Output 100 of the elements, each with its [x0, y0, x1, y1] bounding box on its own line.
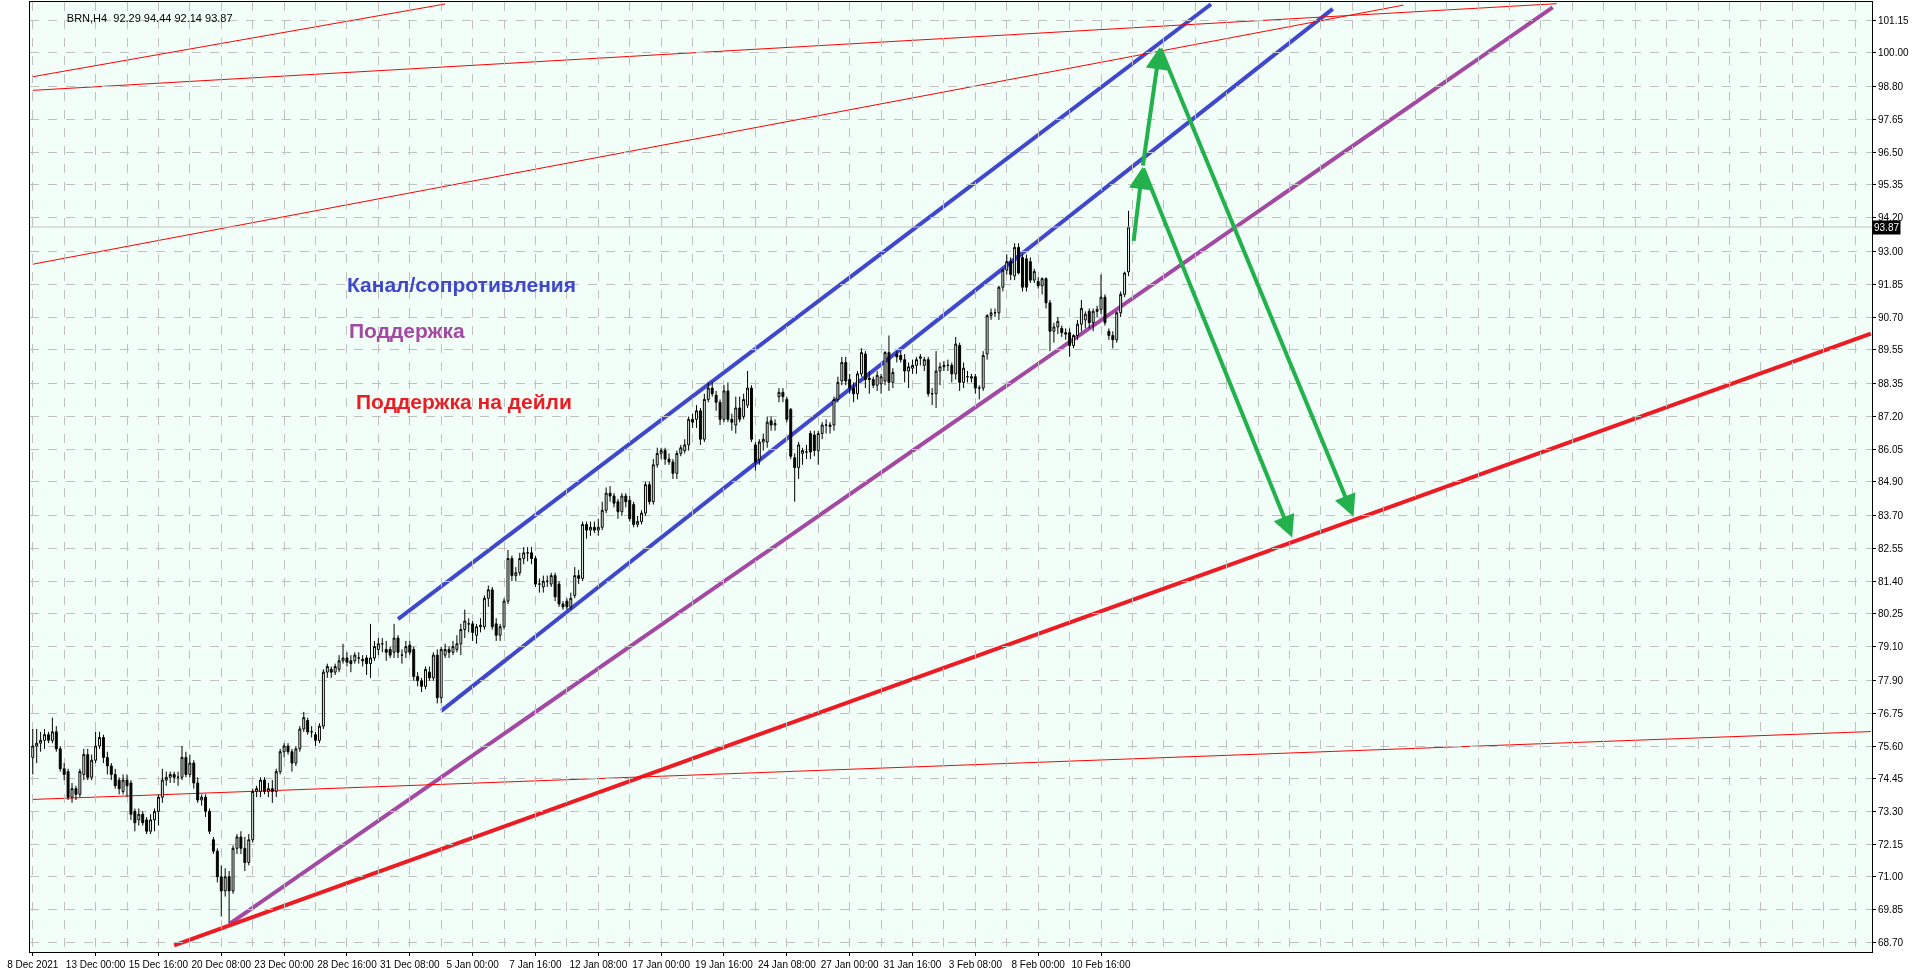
y-tick-label: 84.90 [1878, 476, 1904, 488]
candlestick [592, 521, 596, 534]
text: BRN,H4 92.29 94.44 92.14 93.87 [66, 12, 233, 25]
x-tick-label: 5 Jan 00:00 [446, 959, 500, 970]
candlestick [565, 597, 569, 611]
candlestick [384, 640, 388, 662]
y-tick-label: 88.35 [1878, 378, 1904, 390]
x-tick-label: 31 Dec 08:00 [380, 959, 440, 970]
x-tick-label: 17 Jan 00:00 [632, 959, 691, 970]
y-tick-label: 89.55 [1878, 344, 1904, 356]
candlestick [392, 623, 396, 659]
y-tick-label: 95.35 [1878, 179, 1904, 191]
x-tick-label: 10 Feb 16:00 [1071, 959, 1131, 970]
candlestick [765, 415, 769, 449]
candlestick [380, 637, 384, 653]
y-tick-label: 77.90 [1878, 675, 1904, 687]
candlestick [439, 646, 443, 704]
text: Поддержка [349, 319, 465, 342]
candlestick [918, 353, 922, 366]
candlestick [753, 441, 757, 471]
y-tick-label: 72.15 [1878, 838, 1904, 850]
y-tick-label: 96.50 [1878, 146, 1904, 158]
candlestick [687, 415, 691, 452]
candlestick [1087, 308, 1091, 329]
y-tick-label: 91.85 [1878, 278, 1904, 290]
candlestick [526, 546, 530, 562]
candlestick [722, 384, 726, 423]
x-tick-label: 7 Jan 16:00 [509, 959, 563, 970]
candlestick [934, 350, 938, 409]
candlestick [369, 623, 372, 679]
candlestick [569, 592, 573, 611]
y-tick-label: 79.10 [1878, 641, 1904, 653]
candlestick [424, 665, 427, 690]
candlestick [349, 654, 353, 673]
candlestick [588, 521, 592, 537]
y-tick-label: 73.30 [1878, 805, 1904, 817]
candlestick [734, 396, 738, 435]
candlestick [1013, 242, 1017, 281]
candlestick [895, 350, 899, 364]
candlestick [805, 444, 808, 460]
y-tick-label: 80.25 [1878, 608, 1904, 620]
candlestick [121, 773, 125, 795]
candlestick [1068, 327, 1072, 358]
y-tick-label: 94.20 [1878, 212, 1904, 224]
text: Поддержка на дейли [356, 390, 572, 413]
candlestick [168, 771, 172, 784]
candlestick [435, 648, 439, 704]
x-tick-label: 28 Dec 16:00 [317, 959, 378, 970]
y-tick-label: 97.65 [1878, 114, 1904, 126]
x-tick-label: 15 Dec 16:00 [128, 959, 189, 970]
x-tick-label: 3 Feb 08:00 [948, 959, 1003, 970]
y-tick-label: 74.45 [1878, 773, 1904, 785]
candlestick [43, 728, 46, 750]
y-tick-label: 69.85 [1878, 903, 1904, 915]
candlestick [773, 418, 777, 432]
y-tick-label: 83.70 [1878, 510, 1904, 522]
x-tick-label: 13 Dec 00:00 [65, 959, 126, 970]
y-tick-label: 87.20 [1878, 410, 1904, 422]
x-tick-label: 8 Feb 00:00 [1011, 959, 1066, 970]
candlestick [1024, 254, 1028, 292]
candlestick [875, 370, 879, 392]
candlestick [581, 521, 585, 582]
candlestick [887, 335, 891, 392]
y-tick-label: 90.70 [1878, 311, 1904, 323]
candlestick [973, 373, 977, 395]
x-tick-label: 20 Dec 08:00 [191, 959, 252, 970]
y-tick-label: 75.60 [1878, 740, 1904, 752]
x-tick-label: 24 Jan 08:00 [757, 959, 817, 970]
y-tick-label: 68.70 [1878, 936, 1904, 948]
candlestick [259, 776, 263, 798]
y-tick-label: 101.15 [1878, 14, 1910, 26]
y-tick-label: 93.00 [1878, 246, 1904, 258]
candlestick [914, 356, 918, 375]
x-tick-label: 8 Dec 2021 [7, 959, 59, 970]
candlestick [1036, 276, 1040, 290]
candlestick [263, 776, 266, 795]
x-tick-label: 27 Jan 00:00 [820, 959, 880, 970]
candlestick [172, 771, 176, 784]
y-tick-label: 86.05 [1878, 443, 1904, 455]
y-tick-label: 98.80 [1878, 81, 1904, 93]
ref-line-label: 93.87 [1874, 222, 1900, 233]
y-tick-label: 100.00 [1878, 47, 1910, 59]
candlestick [573, 566, 577, 599]
x-tick-label: 19 Jan 16:00 [695, 959, 754, 970]
x-tick-label: 31 Jan 16:00 [883, 959, 942, 970]
candlestick [620, 492, 624, 517]
candlestick [824, 418, 828, 435]
candlestick [541, 575, 545, 594]
x-tick-label: 23 Dec 00:00 [254, 959, 315, 970]
y-tick-label: 82.55 [1878, 543, 1904, 555]
candlestick [1060, 325, 1064, 338]
candlestick [663, 447, 667, 466]
candlestick [137, 808, 141, 827]
y-tick-label: 81.40 [1878, 575, 1904, 587]
text: Канал/сопротивления [347, 273, 577, 296]
candlestick [329, 665, 333, 679]
candlestick [471, 620, 475, 642]
candlestick [808, 430, 812, 460]
x-tick-label: 12 Jan 08:00 [569, 959, 628, 970]
candlestick [628, 495, 632, 523]
